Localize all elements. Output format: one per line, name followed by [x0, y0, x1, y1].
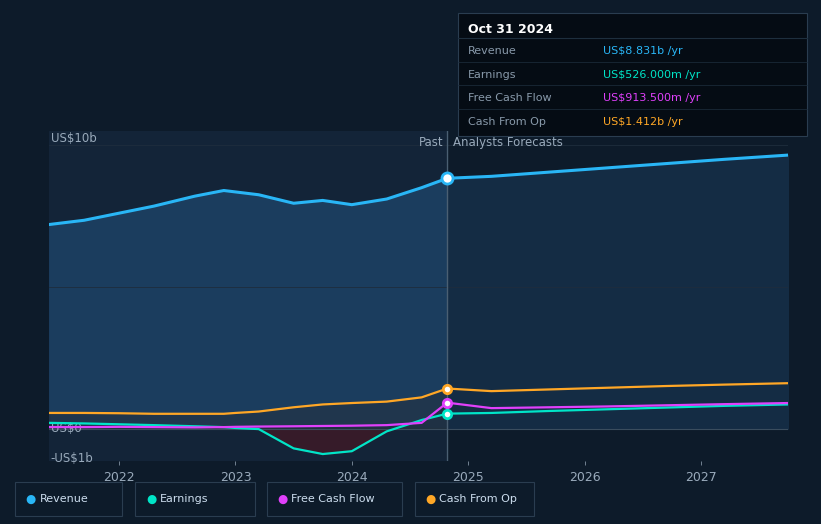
Text: US$526.000m /yr: US$526.000m /yr	[603, 70, 701, 80]
Text: ●: ●	[25, 493, 35, 506]
Text: US$10b: US$10b	[51, 132, 97, 145]
Text: Earnings: Earnings	[160, 494, 209, 504]
Text: Revenue: Revenue	[39, 494, 88, 504]
Text: US$913.500m /yr: US$913.500m /yr	[603, 93, 701, 103]
Text: ●: ●	[146, 493, 156, 506]
Text: Oct 31 2024: Oct 31 2024	[468, 23, 553, 36]
Text: Free Cash Flow: Free Cash Flow	[468, 93, 552, 103]
Bar	[447, 131, 788, 461]
Text: ●: ●	[425, 493, 435, 506]
Text: Free Cash Flow: Free Cash Flow	[291, 494, 375, 504]
Text: Earnings: Earnings	[468, 70, 516, 80]
Text: Cash From Op: Cash From Op	[468, 117, 546, 127]
Text: Cash From Op: Cash From Op	[439, 494, 517, 504]
Text: US$1.412b /yr: US$1.412b /yr	[603, 117, 683, 127]
Text: Revenue: Revenue	[468, 46, 516, 56]
Text: -US$1b: -US$1b	[51, 452, 94, 465]
Bar	[49, 131, 447, 461]
Text: US$0: US$0	[51, 422, 81, 435]
Text: Past: Past	[419, 136, 443, 149]
Text: US$8.831b /yr: US$8.831b /yr	[603, 46, 683, 56]
Text: ●: ●	[277, 493, 287, 506]
Text: Analysts Forecasts: Analysts Forecasts	[453, 136, 563, 149]
